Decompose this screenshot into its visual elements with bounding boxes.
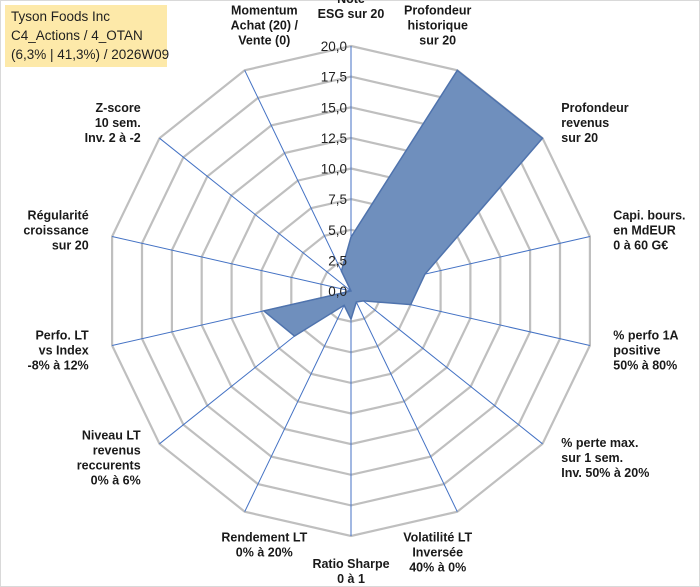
axis-label-line: croissance	[23, 224, 88, 238]
title-line-stats: (6,3% | 41,3%) / 2026W09	[11, 47, 170, 62]
axis-label-line: 0 à 1	[337, 572, 365, 586]
axis-spoke	[350, 290, 543, 445]
axis-spoke	[350, 290, 458, 512]
axis-label-line: sur 20	[419, 34, 456, 48]
axis-spoke	[159, 137, 352, 292]
tick-label: 5,0	[328, 223, 347, 238]
axis-label: Niveau LT revenus reccurents 0% à 6%	[77, 429, 141, 488]
axis-label-line: Note	[337, 0, 365, 6]
axis-label: Profondeur historique sur 20	[404, 4, 471, 48]
axis-label-line: Ratio Sharpe	[312, 557, 389, 571]
axis-label-line: 40% à 0%	[409, 560, 466, 574]
axis-label-line: 0% à 20%	[236, 545, 293, 559]
axis-label-line: % perfo 1A	[613, 328, 678, 342]
title-box: Tyson Foods Inc C4_Actions / 4_OTAN (6,3…	[5, 5, 170, 67]
tick-label: 17,5	[321, 70, 347, 85]
axis-label: Perfo. LT vs Index -8% à 12%	[28, 328, 90, 372]
axis-label-line: % perte max.	[561, 436, 638, 450]
axis-label-line: Inv. 50% à 20%	[561, 466, 649, 480]
axis-label-line: Inv. 2 à -2	[85, 131, 141, 145]
axis-spoke	[111, 236, 352, 292]
axis-label-line: Vente (0)	[238, 34, 290, 48]
axis-label-line: vs Index	[39, 343, 89, 357]
axis-label-line: sur 1 sem.	[561, 451, 623, 465]
axis-label: Z-score 10 sem. Inv. 2 à -2	[85, 101, 141, 145]
axis-label-line: Rendement LT	[221, 530, 307, 544]
axis-spoke	[244, 70, 352, 292]
title-line-company: Tyson Foods Inc	[11, 9, 111, 24]
tick-label: 15,0	[321, 100, 347, 115]
axis-label: Momentum Achat (20) / Vente (0)	[231, 4, 299, 48]
axis-label-line: reccurents	[77, 459, 141, 473]
tick-label: 12,5	[321, 131, 347, 146]
axis-label-line: 0 à 60 G€	[613, 239, 668, 253]
axis-label-line: Momentum	[231, 4, 298, 18]
axis-label-line: sur 20	[52, 239, 89, 253]
axis-label: Volatilité LT Inversée 40% à 0%	[403, 530, 472, 574]
axis-label-line: Z-score	[96, 101, 141, 115]
tick-label: 0,0	[328, 284, 347, 299]
axis-label: Ratio Sharpe 0 à 1	[312, 557, 389, 586]
tick-label: 20,0	[321, 39, 347, 54]
axis-label-line: Achat (20) /	[231, 19, 299, 33]
radar-tick-labels: 0,0 2,5 5,0 7,5 10,0 12,5 15,0 17,5 20,0	[321, 39, 347, 299]
axis-label-line: en MdEUR	[613, 224, 676, 238]
axis-spoke	[244, 290, 352, 512]
series-area	[262, 69, 544, 338]
axis-label-line: Volatilité LT	[403, 530, 472, 544]
axis-label-line: 0% à 6%	[91, 474, 141, 488]
axis-label-line: 10 sem.	[95, 116, 141, 130]
axis-label-line: 50% à 80%	[613, 358, 677, 372]
radar-series	[262, 69, 544, 338]
axis-label-line: Régularité	[28, 209, 89, 223]
axis-label-line: Perfo. LT	[35, 328, 89, 342]
axis-label-line: Profondeur	[561, 101, 628, 115]
axis-label-line: Capi. bours.	[613, 209, 685, 223]
title-line-category: C4_Actions / 4_OTAN	[11, 28, 143, 43]
axis-label-line: -8% à 12%	[28, 358, 89, 372]
tick-label: 2,5	[328, 253, 347, 268]
axis-label: Profondeur revenus sur 20	[561, 101, 628, 145]
axis-label-line: Niveau LT	[82, 429, 141, 443]
axis-label-line: ESG sur 20	[318, 7, 385, 21]
axis-label-line: revenus	[93, 444, 141, 458]
axis-label-line: revenus	[561, 116, 609, 130]
axis-label-line: Profondeur	[404, 4, 471, 18]
axis-label: NoteESG sur 20	[318, 0, 385, 21]
axis-label: Rendement LT 0% à 20%	[221, 530, 307, 559]
axis-label-line: sur 20	[561, 131, 598, 145]
axis-label-line: Inversée	[412, 545, 463, 559]
tick-label: 10,0	[321, 162, 347, 177]
axis-label: % perte max. sur 1 sem. Inv. 50% à 20%	[561, 436, 649, 480]
axis-label-line: positive	[613, 343, 660, 357]
axis-label: % perfo 1A positive 50% à 80%	[613, 328, 678, 372]
axis-label: Capi. bours. en MdEUR 0 à 60 G€	[613, 209, 685, 253]
tick-label: 7,5	[328, 192, 347, 207]
axis-label-line: historique	[407, 19, 467, 33]
axis-label: Régularité croissance sur 20	[23, 209, 88, 253]
